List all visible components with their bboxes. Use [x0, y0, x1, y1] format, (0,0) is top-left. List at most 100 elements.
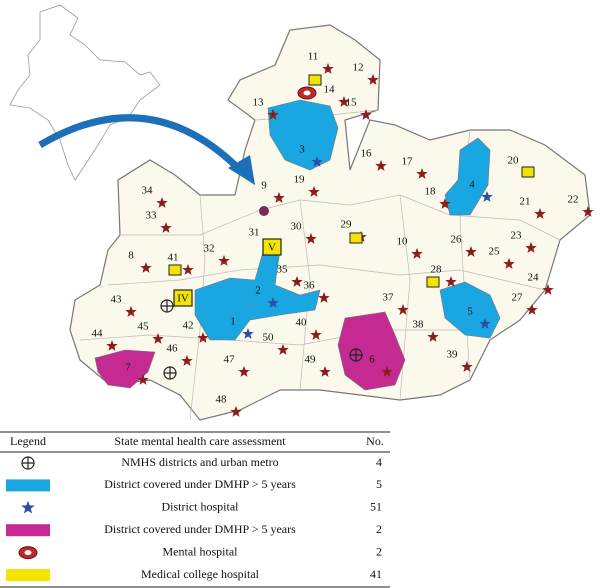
star-icon	[542, 284, 554, 295]
district-label: 9	[261, 180, 267, 192]
district-label: 10	[397, 236, 409, 248]
star-icon	[106, 340, 118, 351]
district-label: 14	[324, 84, 336, 96]
star-icon	[481, 191, 493, 202]
district-label: 25	[489, 246, 501, 258]
district-label: 31	[249, 227, 260, 239]
medical-college-box	[521, 166, 535, 178]
legend-count: 5	[376, 477, 382, 491]
district-label: 13	[253, 97, 265, 109]
district-label: 44	[92, 328, 104, 340]
star-icon	[21, 500, 35, 514]
star-icon	[397, 304, 409, 315]
district-label: 24	[528, 272, 540, 284]
star-icon	[267, 297, 279, 308]
nmhs-icon-cross	[350, 349, 362, 361]
medical-college-box	[173, 289, 193, 307]
district-label: 4	[469, 179, 475, 191]
medical-college-box	[168, 264, 182, 276]
legend-swatch	[6, 524, 50, 537]
star-icon	[230, 406, 242, 417]
star-icon	[582, 206, 594, 217]
star-icon	[411, 248, 423, 259]
legend-label: Mental hospital	[163, 544, 239, 558]
legend-count: 41	[370, 567, 382, 581]
district-label: 1	[230, 316, 236, 328]
legend-header: Legend	[10, 434, 46, 448]
nmhs-icon-cross	[22, 457, 34, 469]
legend-label: NMHS districts and urban metro	[121, 455, 278, 469]
india-outline	[9, 4, 161, 181]
medical-college-box	[308, 74, 322, 86]
district-label: 28	[431, 264, 443, 276]
star-icon	[152, 333, 164, 344]
medical-college-label: V	[268, 242, 276, 254]
star-icon	[137, 374, 149, 385]
star-icon	[534, 208, 546, 219]
star-icon	[445, 276, 457, 287]
star-icon	[525, 242, 537, 253]
star-icon	[427, 331, 439, 342]
nmhs-icon-cross	[164, 367, 176, 379]
district-label: 32	[204, 243, 215, 255]
district-label: 46	[167, 343, 179, 355]
legend-table	[0, 431, 390, 588]
district-label: 23	[511, 230, 523, 242]
district-label: 6	[369, 354, 375, 366]
district-label: 7	[125, 362, 131, 374]
district-label: 5	[467, 306, 473, 318]
legend-count: 4	[376, 455, 382, 469]
star-icon	[160, 222, 172, 233]
star-icon	[526, 304, 538, 315]
star-icon	[479, 318, 491, 329]
star-icon	[218, 255, 230, 266]
district-label: 11	[308, 51, 319, 63]
star-icon	[267, 109, 279, 120]
medical-college-box	[262, 238, 282, 256]
legend-header: State mental health care assessment	[114, 434, 286, 448]
medical-college-label: IV	[177, 293, 189, 305]
district-label: 30	[291, 221, 303, 233]
star-icon	[156, 197, 168, 208]
district-label: 22	[568, 194, 579, 206]
district-label: 35	[277, 264, 289, 276]
star-icon	[367, 74, 379, 85]
district-label: 21	[520, 196, 531, 208]
district-label: 33	[146, 210, 158, 222]
district-label: 15	[346, 97, 358, 109]
star-icon	[308, 186, 320, 197]
district-label: 42	[183, 320, 194, 332]
district-label: 36	[304, 280, 316, 292]
star-icon	[273, 192, 285, 203]
star-icon	[197, 332, 209, 343]
district-label: 45	[138, 321, 150, 333]
legend-label: District covered under DMHP > 5 years	[104, 477, 296, 491]
district-label: 48	[216, 394, 228, 406]
legend-count: 2	[376, 544, 382, 558]
star-icon	[182, 264, 194, 275]
district-label: 19	[294, 174, 306, 186]
medical-college-box	[349, 232, 363, 244]
star-icon	[242, 328, 254, 339]
star-icon	[416, 168, 428, 179]
star-icon	[381, 366, 393, 377]
legend-count: 51	[370, 500, 382, 514]
district-label: 8	[128, 250, 134, 262]
star-icon	[375, 160, 387, 171]
district-label: 49	[305, 354, 317, 366]
star-icon	[503, 258, 515, 269]
pointer-arrowhead	[228, 155, 255, 185]
medical-college-box	[426, 276, 440, 288]
star-icon	[318, 292, 330, 303]
district-label: 38	[413, 319, 425, 331]
district-label: 39	[447, 349, 459, 361]
mental-hospital-icon-core	[303, 90, 311, 96]
district-label: 20	[508, 155, 520, 167]
star-icon	[311, 156, 323, 167]
legend-count: 2	[376, 522, 382, 536]
district-label: 41	[168, 252, 179, 264]
district-label: 47	[224, 354, 236, 366]
legend-label: District covered under DMHP > 5 years	[104, 522, 296, 536]
star-icon	[291, 276, 303, 287]
